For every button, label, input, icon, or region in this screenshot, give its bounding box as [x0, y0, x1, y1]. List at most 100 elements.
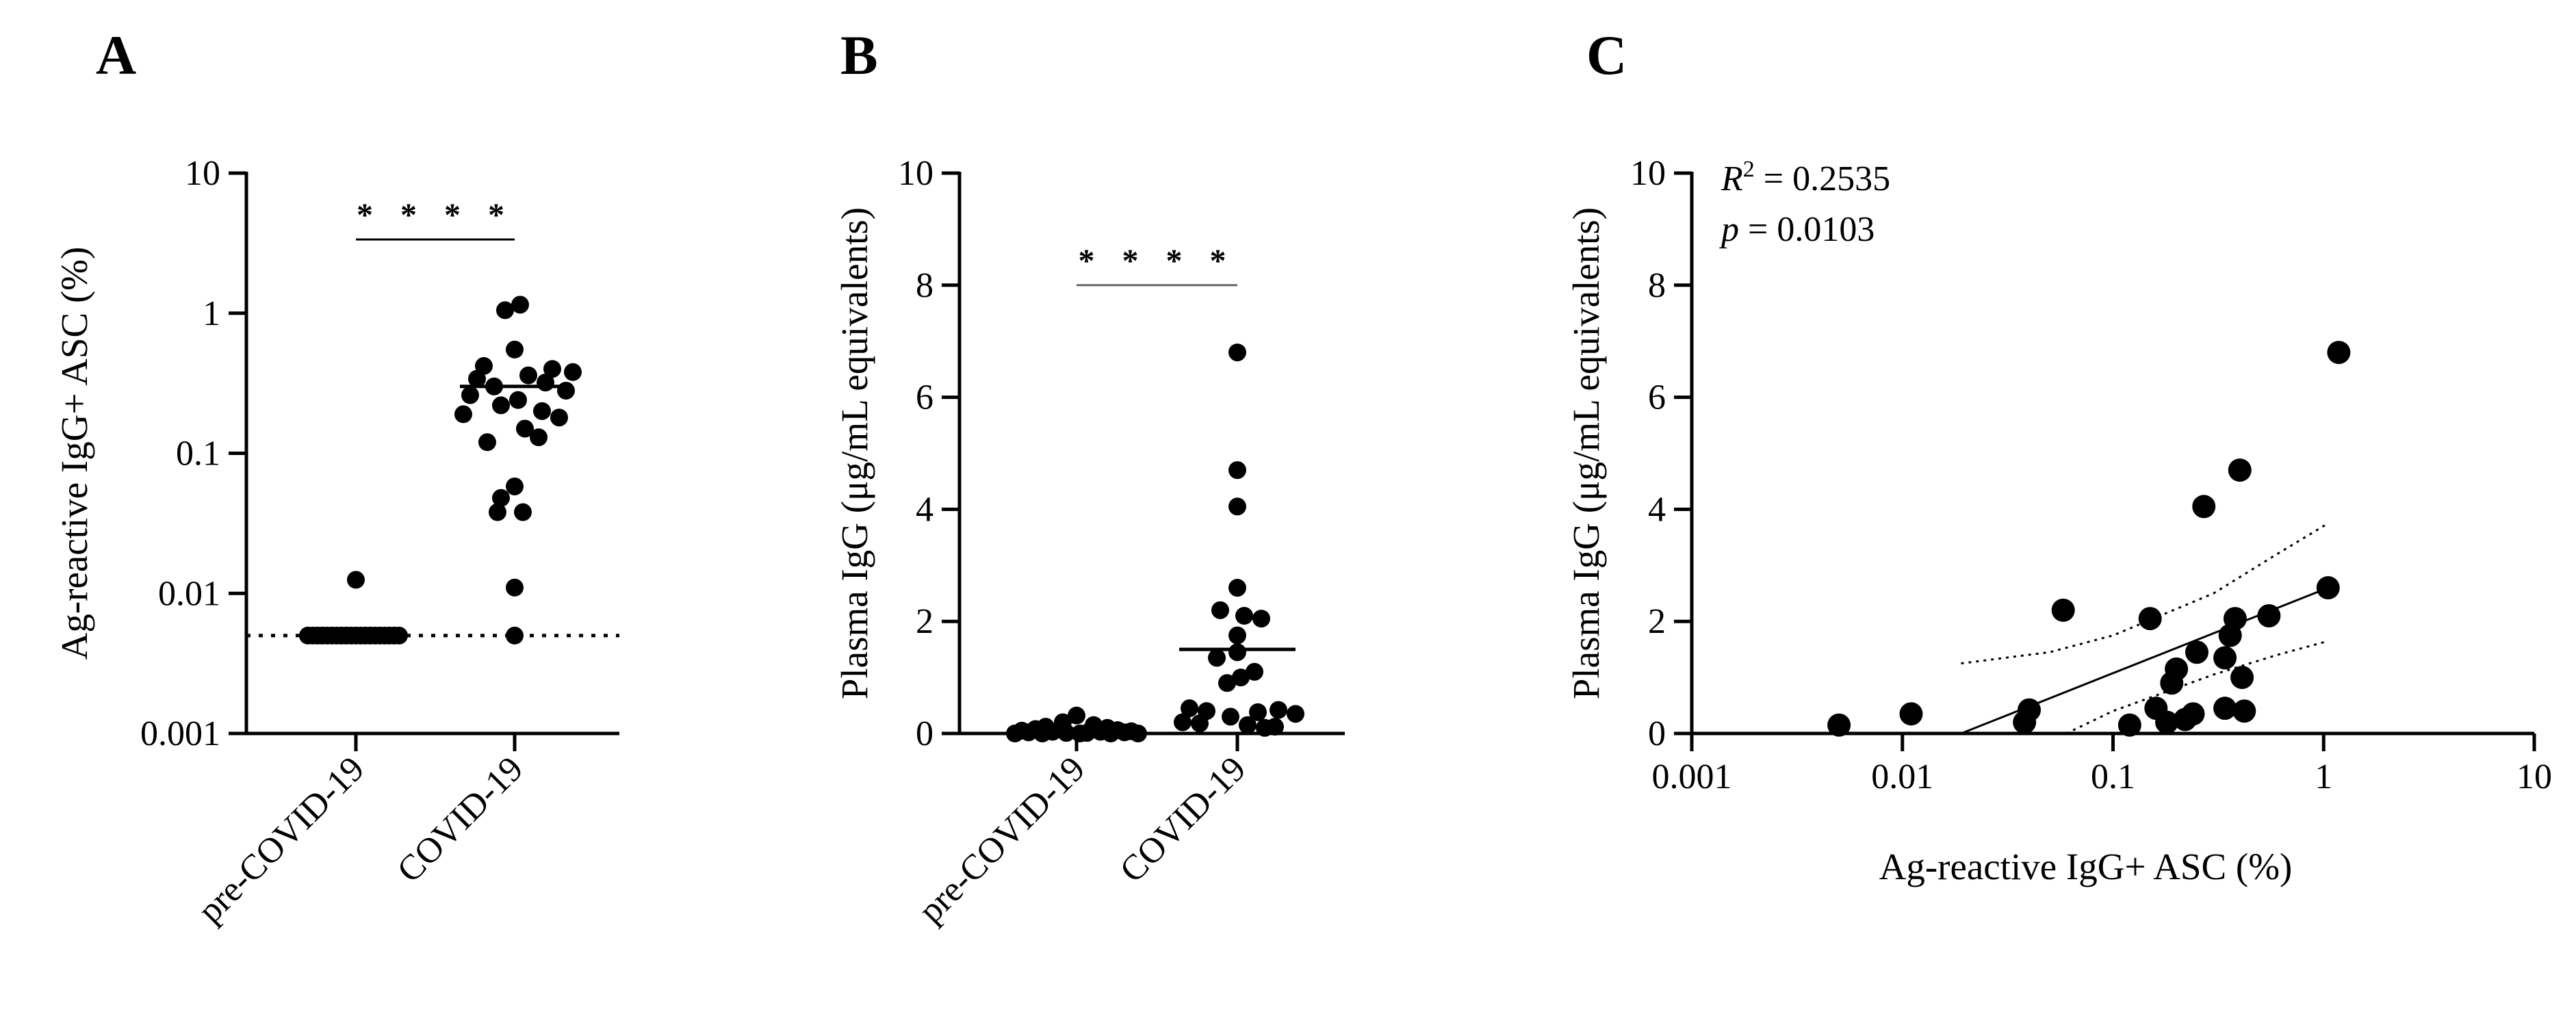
data-point — [1228, 643, 1246, 662]
panel-c-chart: 0 2 4 6 8 10 0.001 0.01 0.1 1 10 Plasma IgG (μg/mL … — [1565, 154, 2552, 887]
data-point — [2232, 699, 2256, 723]
data-point — [2051, 598, 2075, 622]
data-point — [1827, 713, 1851, 737]
data-point — [506, 477, 524, 495]
data-point — [1899, 702, 1923, 726]
ci-upper-line — [1961, 522, 2329, 665]
x-tick-label: 0.1 — [2091, 757, 2135, 796]
data-point — [2230, 666, 2254, 690]
data-point — [2228, 458, 2252, 482]
x-tick-label: pre-COVID-19 — [191, 749, 372, 931]
data-point — [468, 369, 486, 388]
data-point — [509, 391, 527, 409]
y-axis-title: Ag-reactive IgG+ ASC (%) — [53, 247, 95, 660]
panel-b-chart: 0 2 4 6 8 10 pre-COVID-19 COVID-19 Plasma IgG (μ… — [834, 154, 1345, 931]
data-point — [516, 419, 534, 438]
data-point — [2327, 341, 2351, 365]
data-point — [2213, 697, 2237, 720]
y-tick-label: 2 — [1648, 602, 1666, 641]
y-axis-title: Plasma IgG (μg/mL equivalents) — [834, 207, 875, 699]
data-point — [489, 503, 506, 521]
y-tick-label: 8 — [1648, 266, 1666, 305]
data-point — [1208, 649, 1226, 667]
p-value-annotation: p = 0.0103 — [1718, 210, 1875, 249]
significance-stars: * * * * — [357, 197, 514, 233]
data-point — [1256, 718, 1274, 737]
data-point — [1222, 707, 1239, 726]
data-point — [2181, 702, 2205, 726]
data-point — [1068, 706, 1085, 725]
data-point — [514, 503, 532, 521]
y-tick-label: 6 — [916, 378, 933, 417]
ci-lower-line — [2065, 640, 2329, 735]
x-tick-label: COVID-19 — [390, 749, 531, 890]
data-point — [454, 405, 472, 424]
data-point — [2138, 607, 2162, 631]
data-point — [1174, 713, 1192, 731]
data-point — [1129, 725, 1147, 742]
data-point — [537, 374, 554, 392]
x-tick-label: COVID-19 — [1113, 749, 1254, 890]
data-point — [1071, 725, 1089, 742]
data-point — [1228, 579, 1246, 597]
data-point — [1235, 607, 1253, 625]
data-point — [1228, 343, 1246, 362]
data-point — [506, 626, 524, 645]
data-point — [2257, 604, 2281, 628]
data-point — [1232, 668, 1250, 687]
data-point — [557, 381, 575, 400]
data-point — [1270, 701, 1287, 719]
data-point — [1211, 601, 1229, 619]
data-point — [347, 571, 365, 589]
x-tick-label: 10 — [2516, 757, 2552, 796]
data-point — [543, 360, 561, 378]
data-point — [2316, 576, 2340, 600]
data-point — [2117, 713, 2141, 737]
data-point — [1287, 705, 1304, 723]
data-point — [1252, 610, 1270, 628]
panel-letter-c: C — [1586, 24, 1627, 86]
y-tick-label: 8 — [916, 266, 933, 305]
data-point — [2018, 698, 2042, 722]
data-point — [1249, 703, 1267, 721]
y-tick-label: 6 — [1648, 378, 1666, 417]
panel-letter-b: B — [840, 24, 878, 86]
x-tick-label: pre-COVID-19 — [912, 749, 1093, 931]
data-point — [564, 363, 582, 381]
y-tick-label: 0.001 — [140, 714, 220, 753]
y-axis-title: Plasma IgG (μg/mL equivalents) — [1565, 207, 1607, 699]
data-point — [1228, 461, 1246, 480]
data-point — [492, 489, 510, 507]
x-tick-label: 0.01 — [1871, 757, 1933, 796]
data-point — [1057, 724, 1075, 742]
y-tick-label: 4 — [916, 490, 933, 529]
data-point — [550, 408, 568, 427]
data-point — [511, 296, 529, 314]
data-point — [533, 402, 551, 420]
y-tick-label: 2 — [916, 602, 933, 641]
y-tick-label: 1 — [203, 294, 220, 333]
data-point — [1033, 725, 1051, 742]
x-axis-title: Ag-reactive IgG+ ASC (%) — [1879, 846, 2293, 887]
data-point — [478, 433, 496, 452]
data-point — [2165, 657, 2189, 681]
data-point — [1181, 699, 1198, 718]
y-tick-label: 0.1 — [176, 434, 220, 473]
data-point — [492, 396, 510, 415]
data-point — [1191, 714, 1209, 733]
data-point — [2213, 646, 2237, 670]
data-point — [1102, 725, 1120, 742]
data-point — [506, 578, 524, 597]
data-point — [1218, 674, 1236, 692]
data-point — [1006, 725, 1024, 742]
data-point — [1246, 662, 1263, 681]
data-point — [1228, 626, 1246, 645]
data-point — [2192, 495, 2216, 519]
y-tick-label: 10 — [185, 154, 220, 193]
data-point — [519, 366, 537, 385]
y-tick-label: 4 — [1648, 490, 1666, 529]
y-tick-label: 10 — [1630, 154, 1666, 193]
data-point — [530, 428, 548, 447]
